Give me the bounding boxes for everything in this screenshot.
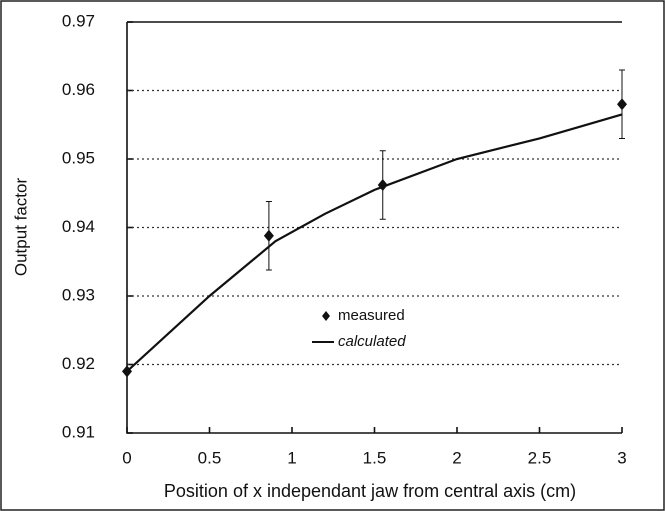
x-tick-label: 3: [617, 448, 626, 467]
y-tick-label: 0.96: [62, 80, 95, 99]
legend-label: calculated: [338, 333, 406, 350]
y-axis-label: Output factor: [11, 178, 30, 277]
legend-label: measured: [338, 307, 405, 324]
marker: [263, 229, 274, 242]
x-tick-label: 1: [287, 448, 296, 467]
x-tick-label: 0: [122, 448, 131, 467]
x-tick-label: 2: [452, 448, 461, 467]
y-tick-label: 0.95: [62, 148, 95, 167]
y-tick-label: 0.94: [62, 217, 95, 236]
x-tick-label: 1.5: [363, 448, 387, 467]
legend-marker: [322, 311, 330, 321]
axes: [126, 22, 622, 434]
line: [126, 113, 623, 373]
y-tick-label: 0.92: [62, 354, 95, 373]
y-tick-label: 0.93: [62, 285, 95, 304]
x-tick-label: 0.5: [198, 448, 222, 467]
marker: [617, 98, 627, 111]
y-tick-label: 0.91: [62, 422, 95, 441]
y-tick-label: 0.97: [62, 11, 95, 30]
x-tick-label: 2.5: [528, 448, 552, 467]
x-axis-label: Position of x independant jaw from centr…: [164, 481, 576, 501]
